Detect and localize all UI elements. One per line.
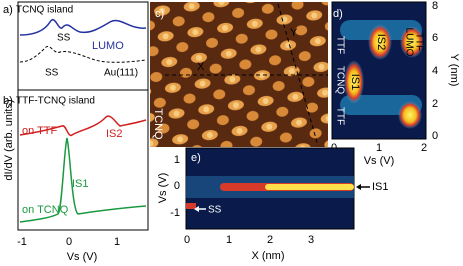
curve [19,115,147,137]
x-axis-label: Vs (V) [67,251,98,263]
x-tick-label: 0 [66,236,72,248]
row-label: TTF [334,107,345,125]
y-tick-label: 2 [432,98,438,110]
panel-c: c) X Y TCNQ [150,2,328,147]
annotation: IS1 [372,181,389,193]
y-tick-label: 8 [432,0,438,12]
annotation: TCNQ [152,108,164,140]
x-tick-label: 1 [226,234,232,246]
annotation: SS [45,68,59,79]
x-axis-label: X (nm) [252,250,285,262]
x-tick-label: 3 [308,234,314,246]
annotation: on TCNQ [22,204,69,216]
y-tick-label: -1 [170,207,180,219]
annotation: Au(111) [104,68,138,79]
y-axis-label: dI/dV (arb. units) [3,99,15,180]
x-tick-label: 2 [421,142,427,154]
annotation: IS1 [72,178,89,190]
panel-label: d) [333,8,343,20]
annotation: IS2 [375,34,387,51]
y-axis-label: Y (nm) [448,54,460,87]
curve [19,137,147,223]
panel-d: TTF TCNQ TTF IS2 IS1 LUMO TTF d) 0 1 2 V… [331,0,460,167]
x-tick-label: -1 [17,236,27,248]
curve [19,46,147,63]
panel-label: c) [155,8,164,20]
panel-label: a) [3,4,13,16]
y-axis-label: Vs (V) [157,173,169,204]
x-tick-label: 1 [114,236,120,248]
annotation: TTF [413,33,424,51]
panel-title: TTF-TCNQ island [16,96,95,107]
panel-label: e) [191,152,201,164]
y-tick-label: 6 [432,32,438,44]
panel-a-b: a) TCNQ island SS LUMO SS Au(111) b) TTF… [3,1,149,263]
y-tick-label: 0 [432,130,438,142]
panel-e: e) IS1 SS 1 0 -1 Vs (V) 0 1 2 3 X (nm) [157,147,389,262]
annotation: X [197,61,205,73]
curve [19,19,147,36]
annotation: IS1 [349,74,361,91]
x-tick-label: 2 [267,234,273,246]
line-cut [277,3,319,147]
x-tick-label: 1 [376,142,382,154]
panel-label: b) [3,95,13,107]
panel-title: TCNQ island [16,5,73,16]
x-tick-label: 0 [184,234,190,246]
annotation: SS [57,33,71,44]
annotation: on TTF [22,125,58,137]
annotation: IS2 [106,128,123,140]
y-tick-label: 0 [174,180,180,192]
annotation: Y [290,27,298,39]
x-axis-label: Vs (V) [364,155,395,167]
annotation: SS [208,205,222,216]
panel-b-frame [17,89,149,231]
y-tick-label: 1 [174,154,180,166]
annotation: LUMO [403,28,414,57]
annotation: LUMO [92,40,124,52]
y-tick-label: 4 [432,65,438,77]
row-label: TCNQ [334,66,345,95]
row-label: TTF [334,36,345,54]
